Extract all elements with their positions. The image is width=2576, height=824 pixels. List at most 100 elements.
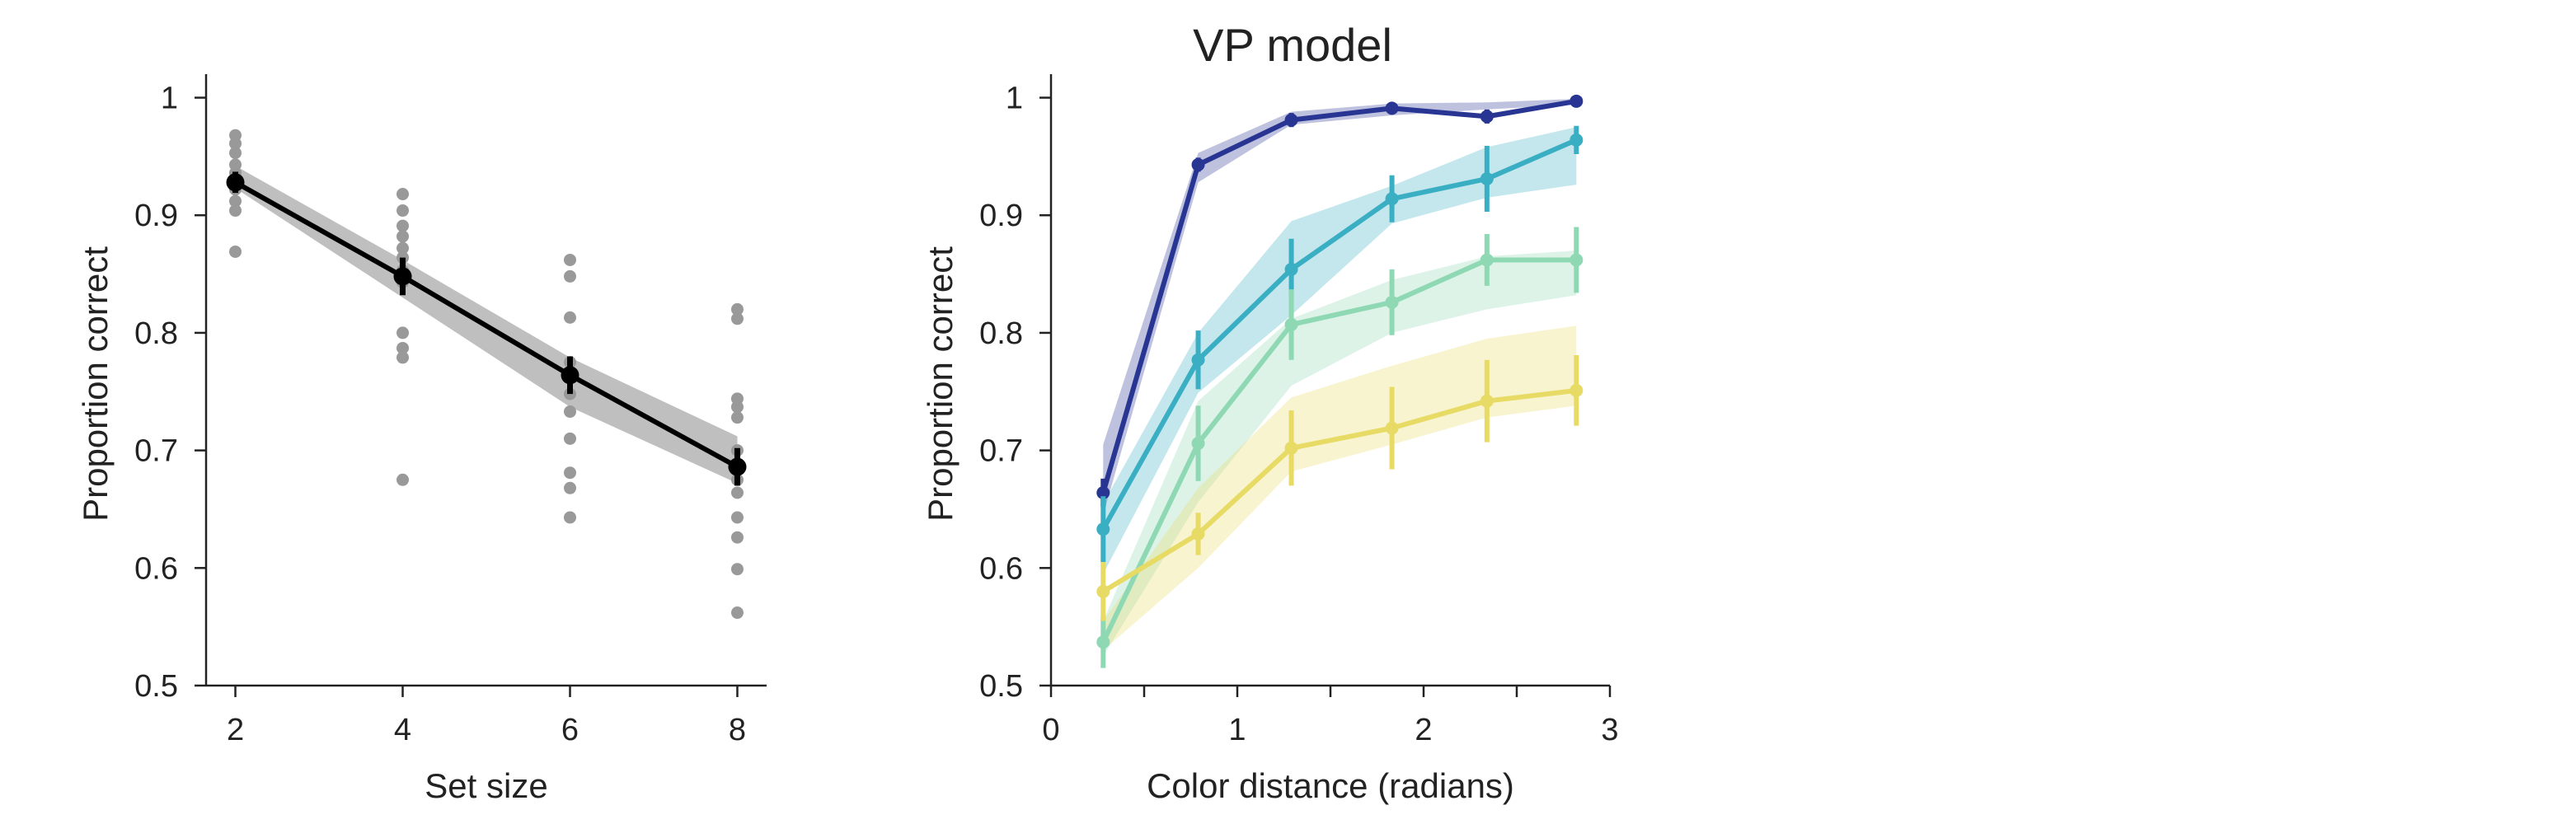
subject-point bbox=[396, 188, 410, 201]
right-x-ticks: 0 1 2 3 bbox=[1042, 686, 1619, 747]
series-point bbox=[1096, 522, 1110, 536]
right-model-bands-layer bbox=[1103, 98, 1577, 657]
subject-point bbox=[229, 245, 242, 258]
series-point bbox=[1480, 253, 1494, 267]
subject-point bbox=[730, 531, 744, 544]
data-series-1 bbox=[1096, 94, 1584, 508]
subject-point bbox=[563, 466, 576, 480]
left-y-tick-label: 0.8 bbox=[134, 316, 178, 351]
right-x-tick-label: 3 bbox=[1601, 713, 1618, 747]
right-x-axis-label: Color distance (radians) bbox=[1147, 766, 1514, 805]
right-y-tick-label: 0.8 bbox=[979, 316, 1023, 351]
subject-point bbox=[563, 481, 576, 494]
series-point bbox=[1284, 113, 1298, 127]
subject-point bbox=[396, 230, 410, 243]
left-y-axis-label: Proportion correct bbox=[76, 246, 115, 522]
series-point bbox=[1385, 295, 1399, 309]
series-point bbox=[1284, 317, 1298, 331]
left-x-tick-label: 6 bbox=[561, 713, 579, 747]
left-y-tick-label: 0.7 bbox=[134, 434, 178, 469]
series-point bbox=[1385, 101, 1399, 115]
subject-point bbox=[396, 473, 410, 486]
left-y-tick-label: 0.6 bbox=[134, 551, 178, 586]
left-panel: 2 4 6 8 0.5 0.6 0.7 0.8 0.9 1 Set size Proportio… bbox=[76, 74, 767, 805]
figure-title: VP model bbox=[1193, 19, 1392, 71]
subject-point bbox=[730, 400, 744, 414]
subject-point bbox=[396, 241, 410, 255]
right-x-tick-label: 2 bbox=[1415, 713, 1432, 747]
series-point bbox=[1096, 584, 1110, 598]
right-x-tick-label: 1 bbox=[1228, 713, 1246, 747]
subject-point bbox=[563, 432, 576, 445]
mean-point bbox=[393, 267, 412, 286]
right-y-tick-label: 0.7 bbox=[979, 434, 1023, 469]
series-point bbox=[1191, 527, 1205, 541]
subject-point bbox=[730, 486, 744, 499]
right-y-tick-label: 0.5 bbox=[979, 669, 1023, 704]
subject-point bbox=[396, 204, 410, 218]
subject-point bbox=[396, 341, 410, 354]
series-line bbox=[1101, 387, 1577, 594]
data-series-2 bbox=[1096, 125, 1584, 563]
left-individual-points-layer bbox=[229, 129, 744, 620]
data-series-3 bbox=[1096, 227, 1584, 668]
subject-point bbox=[229, 147, 242, 160]
left-x-tick-label: 8 bbox=[729, 713, 746, 747]
mean-point bbox=[728, 457, 747, 476]
series-point bbox=[1284, 441, 1298, 455]
series-point bbox=[1480, 110, 1494, 124]
series-point bbox=[1385, 421, 1399, 435]
right-y-tick-label: 0.9 bbox=[979, 199, 1023, 233]
subject-point bbox=[730, 511, 744, 524]
left-y-tick-label: 0.5 bbox=[134, 669, 178, 704]
subject-point bbox=[396, 326, 410, 339]
left-mean-line-layer bbox=[226, 171, 747, 486]
subject-point bbox=[563, 269, 576, 283]
data-series-4 bbox=[1096, 355, 1584, 621]
right-panel: 0 1 2 3 0.5 0.6 0.7 0.8 0.9 1 Color distance (ra… bbox=[921, 74, 1619, 805]
subject-point bbox=[730, 606, 744, 620]
series-point bbox=[1191, 157, 1205, 171]
mean-line bbox=[234, 180, 739, 470]
subject-point bbox=[563, 511, 576, 524]
series-line bbox=[1100, 138, 1578, 531]
subject-point bbox=[229, 137, 242, 150]
series-point bbox=[1570, 94, 1584, 108]
right-series-layer bbox=[1096, 94, 1584, 668]
series-point bbox=[1191, 437, 1205, 451]
left-y-ticks: 0.5 0.6 0.7 0.8 0.9 1 bbox=[134, 82, 206, 704]
series-point bbox=[1284, 262, 1298, 276]
mean-point bbox=[561, 366, 579, 385]
series-point bbox=[1480, 394, 1494, 408]
series-point bbox=[1480, 171, 1494, 185]
series-point bbox=[1191, 353, 1205, 367]
series-line bbox=[1100, 257, 1577, 644]
subject-point bbox=[563, 311, 576, 324]
left-y-tick-label: 1 bbox=[161, 82, 178, 116]
subject-point bbox=[229, 204, 242, 218]
subject-point bbox=[563, 253, 576, 266]
subject-point bbox=[730, 302, 744, 316]
right-x-tick-label: 0 bbox=[1042, 713, 1059, 747]
right-y-tick-label: 1 bbox=[1006, 82, 1023, 116]
left-x-tick-label: 4 bbox=[394, 713, 411, 747]
subject-point bbox=[730, 563, 744, 576]
series-point bbox=[1096, 485, 1110, 499]
series-point bbox=[1096, 635, 1110, 649]
left-x-axis-label: Set size bbox=[425, 766, 547, 805]
subject-point bbox=[396, 351, 410, 364]
right-y-axis-label: Proportion correct bbox=[921, 246, 960, 522]
right-y-ticks: 0.5 0.6 0.7 0.8 0.9 1 bbox=[979, 82, 1051, 704]
left-y-tick-label: 0.9 bbox=[134, 199, 178, 233]
subject-point bbox=[730, 312, 744, 325]
mean-point bbox=[226, 173, 245, 192]
series-point bbox=[1570, 383, 1584, 397]
series-point bbox=[1570, 253, 1584, 267]
left-x-tick-label: 2 bbox=[227, 713, 244, 747]
subject-point bbox=[563, 405, 576, 419]
series-point bbox=[1570, 133, 1584, 147]
series-line bbox=[1100, 98, 1577, 494]
subject-point bbox=[396, 219, 410, 232]
subject-point bbox=[229, 194, 242, 208]
